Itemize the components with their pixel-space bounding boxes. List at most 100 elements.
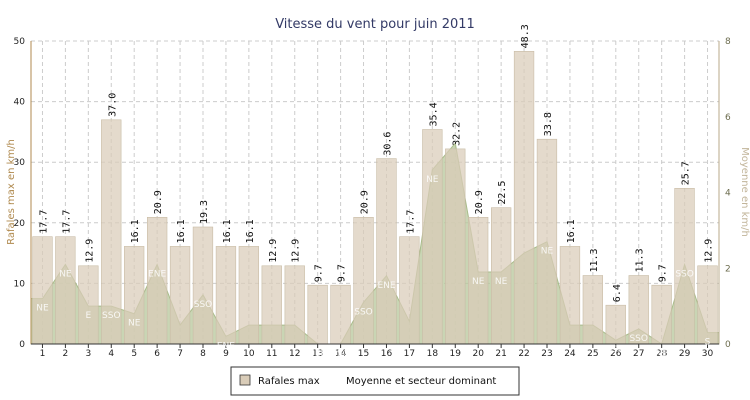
gust-data-label: 20.9 <box>474 190 485 214</box>
gust-data-label: 16.1 <box>245 219 256 243</box>
gust-bar <box>124 246 145 345</box>
gust-data-label: 17.7 <box>405 210 416 234</box>
sector-label: ENE <box>377 281 395 291</box>
gust-bar <box>674 188 695 345</box>
gust-bar <box>78 265 99 345</box>
gust-bar <box>261 265 282 345</box>
gust-bar <box>238 246 260 345</box>
y-axis-right-label: Moyenne en km/h <box>739 147 750 237</box>
gust-bar <box>330 284 351 345</box>
gust-data-label: 6.4 <box>612 284 623 302</box>
x-tick-label: 25 <box>587 349 598 359</box>
x-tick-label: 21 <box>495 349 506 359</box>
x-tick-label: 13 <box>312 349 323 359</box>
gust-data-label: 16.1 <box>222 219 233 243</box>
gust-data-label: 11.3 <box>635 248 646 272</box>
x-tick-label: 8 <box>200 349 206 359</box>
x-tick-label: 18 <box>427 349 439 359</box>
sector-label: SSO <box>675 270 694 280</box>
x-tick-label: 15 <box>358 349 369 359</box>
legend-box <box>230 366 520 396</box>
gust-data-label: 16.1 <box>566 219 577 243</box>
x-tick-label: 4 <box>108 349 114 359</box>
x-tick-label: 20 <box>472 349 484 359</box>
sector-label: NE <box>472 277 485 287</box>
gust-data-label: 12.9 <box>704 239 715 263</box>
gust-bar <box>536 138 558 345</box>
gust-data-label: 17.7 <box>39 210 50 234</box>
x-tick-label: 10 <box>243 349 255 359</box>
gust-data-label: 33.8 <box>543 112 554 136</box>
sector-label: NE <box>36 304 49 314</box>
legend-label-mean: Moyenne et secteur dominant <box>346 376 496 387</box>
gust-data-label: 25.7 <box>681 161 692 185</box>
x-tick-label: 1 <box>40 349 46 359</box>
gust-data-label: 9.7 <box>337 264 348 282</box>
chart-title: Vitesse du vent pour juin 2011 <box>275 17 475 32</box>
x-tick-label: 23 <box>541 349 552 359</box>
sector-label: NE <box>128 319 141 329</box>
y-left-tick-label: 30 <box>14 158 26 168</box>
y-left-tick-label: 0 <box>19 340 25 350</box>
sector-label: SSO <box>194 300 213 310</box>
x-tick-label: 19 <box>450 349 462 359</box>
sector-label: NE <box>495 277 508 287</box>
gust-data-label: 11.3 <box>589 248 600 272</box>
sector-label: NE <box>59 270 72 280</box>
gust-bar <box>284 265 305 345</box>
gust-bar <box>307 284 328 345</box>
x-tick-label: 29 <box>679 349 691 359</box>
legend: Rafales max Moyenne et secteur dominant <box>230 366 520 396</box>
gust-bar <box>422 129 443 345</box>
sector-label: SSO <box>607 345 626 355</box>
gust-data-label: 20.9 <box>360 190 371 214</box>
gust-data-label: 37.0 <box>107 93 118 117</box>
y-right-tick-label: 0 <box>725 340 731 350</box>
y-right-tick-label: 6 <box>725 113 731 123</box>
x-tick-label: 28 <box>656 349 668 359</box>
x-tick-label: 14 <box>335 349 347 359</box>
sector-label: SSO <box>331 349 350 359</box>
gust-data-label: 32.2 <box>451 122 462 146</box>
sector-label: NE <box>426 175 439 185</box>
gust-data-label: 20.9 <box>153 190 164 214</box>
gust-data-label: 16.1 <box>176 219 187 243</box>
gust-bar <box>559 246 581 345</box>
gust-bar <box>697 265 718 345</box>
x-tick-label: 24 <box>564 349 576 359</box>
x-tick-label: 9 <box>223 349 229 359</box>
sector-label: SSO <box>102 311 121 321</box>
y-left-tick-label: 10 <box>14 279 26 289</box>
sector-label: SSO <box>354 307 373 317</box>
gust-data-label: 17.7 <box>61 210 72 234</box>
gust-bar <box>490 207 512 345</box>
legend-label-gusts: Rafales max <box>258 376 320 387</box>
x-tick-label: 22 <box>518 349 529 359</box>
gust-data-label: 12.9 <box>84 239 95 263</box>
y-axis-left-label: Rafales max en km/h <box>6 139 17 245</box>
y-right-tick-label: 4 <box>725 189 731 199</box>
x-tick-label: 11 <box>266 349 277 359</box>
sector-label: ENE <box>148 270 166 280</box>
gust-bars <box>32 50 718 345</box>
sector-label: NE <box>655 349 668 359</box>
gust-bar <box>192 226 214 345</box>
x-tick-label: 5 <box>131 349 137 359</box>
sector-label: S <box>705 338 711 348</box>
sector-label: NE <box>541 247 554 257</box>
y-left-tick-label: 20 <box>14 219 26 229</box>
gust-bar <box>32 236 53 345</box>
gust-data-label: 16.1 <box>130 219 141 243</box>
x-tick-label: 27 <box>633 349 644 359</box>
sector-label: SSE <box>309 349 326 359</box>
gust-data-label: 35.4 <box>428 102 439 126</box>
x-tick-label: 30 <box>702 349 714 359</box>
x-tick-label: 16 <box>381 349 393 359</box>
sector-label: SSO <box>629 334 648 344</box>
sector-label: ENE <box>217 341 235 351</box>
gust-data-label: 12.9 <box>291 239 302 263</box>
gust-data-label: 30.6 <box>382 132 393 156</box>
